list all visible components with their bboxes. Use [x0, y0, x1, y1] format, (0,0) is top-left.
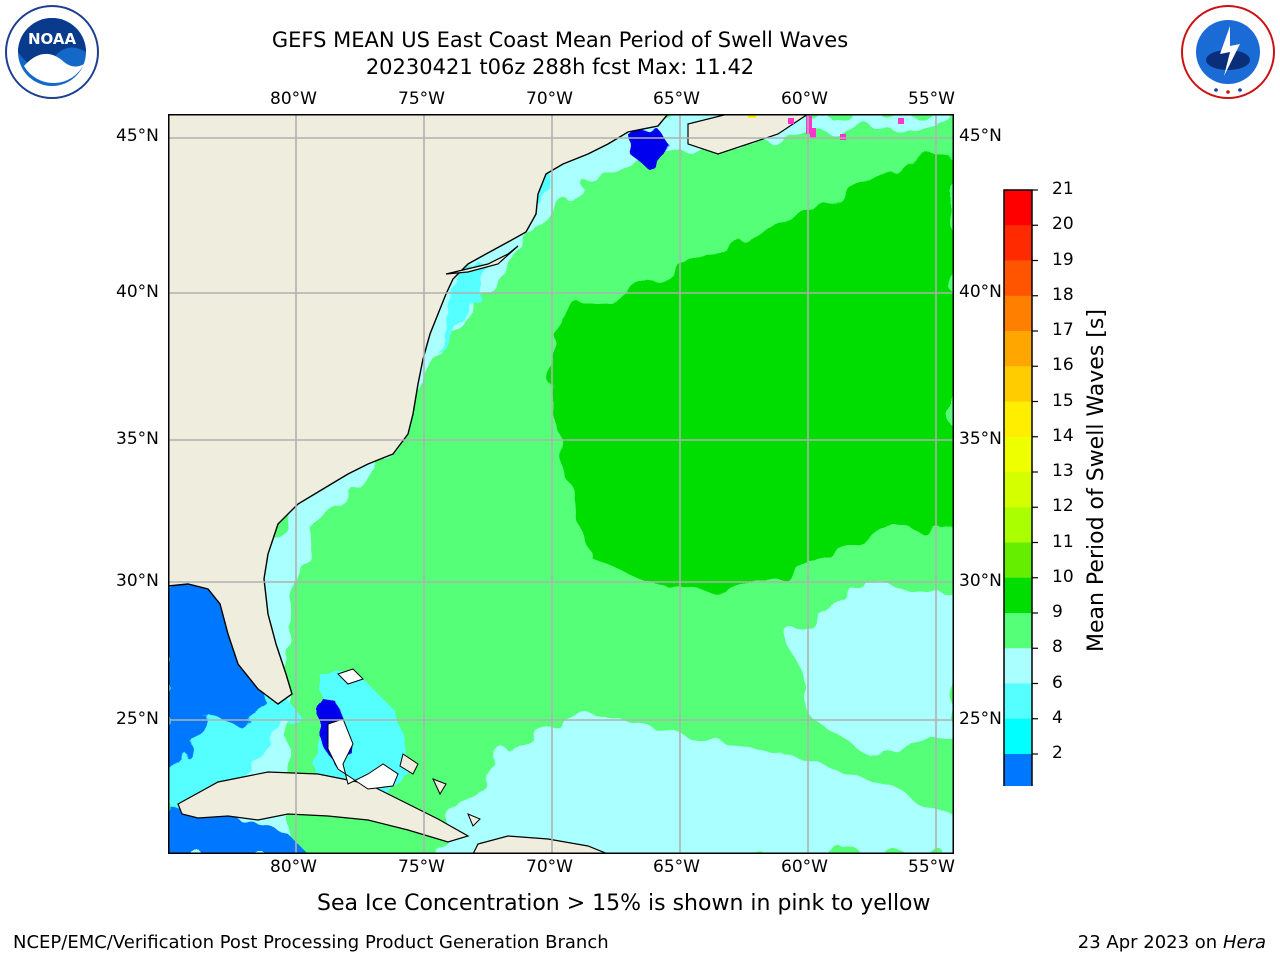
colorbar-segment [1004, 366, 1032, 402]
colorbar-segment [1004, 648, 1032, 684]
lat-label-left: 30°N [116, 571, 159, 591]
colorbar-segment [1004, 718, 1032, 755]
colorbar-tick-label: 12 [1052, 496, 1074, 517]
colorbar-segment [1004, 754, 1032, 790]
colorbar-segment [1004, 472, 1032, 508]
map-panel [167, 113, 954, 855]
lon-label-top: 60°W [781, 89, 828, 109]
lat-label-right: 40°N [959, 282, 1002, 302]
colorbar-tick-label: 11 [1052, 531, 1074, 552]
colorbar-tick-label: 9 [1052, 602, 1063, 622]
colorbar-segment [1004, 295, 1032, 332]
lon-label-bottom: 70°W [526, 857, 573, 877]
colorbar-tick-label: 6 [1052, 672, 1063, 693]
footer-host: Hera [1222, 932, 1266, 953]
lat-label-left: 40°N [116, 282, 159, 302]
colorbar-tick-label: 19 [1052, 249, 1074, 270]
lat-label-right: 45°N [959, 126, 1002, 146]
colorbar-tick-label: 17 [1052, 320, 1074, 340]
footer-date-text: 23 Apr 2023 on [1077, 932, 1223, 953]
colorbar-segment [1004, 613, 1032, 649]
colorbar-segment [1004, 331, 1032, 367]
lon-label-top: 65°W [653, 89, 700, 109]
lat-label-left: 45°N [116, 126, 159, 146]
noaa-logo: NOAA [4, 4, 100, 100]
colorbar-tick-label: 4 [1052, 707, 1063, 728]
colorbar-segment [1004, 577, 1032, 614]
footer-date: 23 Apr 2023 on Hera [1078, 932, 1266, 953]
footer-branch: NCEP/EMC/Verification Post Processing Pr… [13, 932, 609, 953]
colorbar-tick-label: 8 [1052, 637, 1063, 658]
lat-label-left: 25°N [116, 709, 159, 729]
colorbar-tick-label: 14 [1052, 425, 1074, 446]
colorbar-tick-label: 15 [1052, 390, 1074, 411]
graticule [168, 114, 954, 854]
colorbar-segment [1004, 507, 1032, 543]
lat-label-right: 35°N [959, 429, 1002, 449]
colorbar-segment [1004, 683, 1032, 720]
land-masses [167, 113, 810, 855]
lon-label-bottom: 60°W [781, 857, 828, 877]
colorbar-segment [1004, 190, 1032, 226]
colorbar [1000, 186, 1040, 819]
colorbar-tick-label: 13 [1052, 461, 1074, 481]
lon-label-top: 70°W [526, 89, 573, 109]
nws-logo [1180, 4, 1276, 100]
swell-zone-10-11s [548, 154, 954, 594]
map-frame [168, 114, 954, 854]
chart-title: GEFS MEAN US East Coast Mean Period of S… [271, 28, 849, 52]
colorbar-tick-label: 18 [1052, 284, 1074, 305]
lon-label-bottom: 80°W [270, 857, 317, 877]
lon-label-bottom: 65°W [653, 857, 700, 877]
sea-ice-note: Sea Ice Concentration > 15% is shown in … [317, 891, 931, 916]
colorbar-tick-label: 2 [1052, 743, 1063, 763]
colorbar-tick-label: 16 [1052, 355, 1074, 376]
colorbar-segment [1004, 225, 1032, 261]
lat-label-right: 25°N [959, 709, 1002, 729]
lon-label-top: 80°W [270, 89, 317, 109]
chart-subtitle: 20230421 t06z 288h fcst Max: 11.42 [365, 55, 755, 79]
colorbar-tick-label: 10 [1052, 566, 1074, 587]
lat-label-right: 30°N [959, 571, 1002, 591]
lon-label-bottom: 55°W [908, 857, 955, 877]
lon-label-bottom: 75°W [398, 857, 445, 877]
lon-label-top: 55°W [908, 89, 955, 109]
colorbar-tick-label: 20 [1052, 214, 1074, 235]
colorbar-segment [1004, 542, 1032, 579]
colorbar-segment [1004, 401, 1032, 438]
lon-label-top: 75°W [398, 89, 445, 109]
colorbar-segment [1004, 260, 1032, 297]
colorbar-tick-label: 21 [1052, 179, 1074, 199]
sea-ice-markers [748, 114, 904, 140]
colorbar-title: Mean Period of Swell Waves [s] [1084, 309, 1109, 652]
colorbar-segment [1004, 436, 1032, 473]
noaa-logo-text: NOAA [28, 30, 77, 48]
lat-label-left: 35°N [116, 429, 159, 449]
